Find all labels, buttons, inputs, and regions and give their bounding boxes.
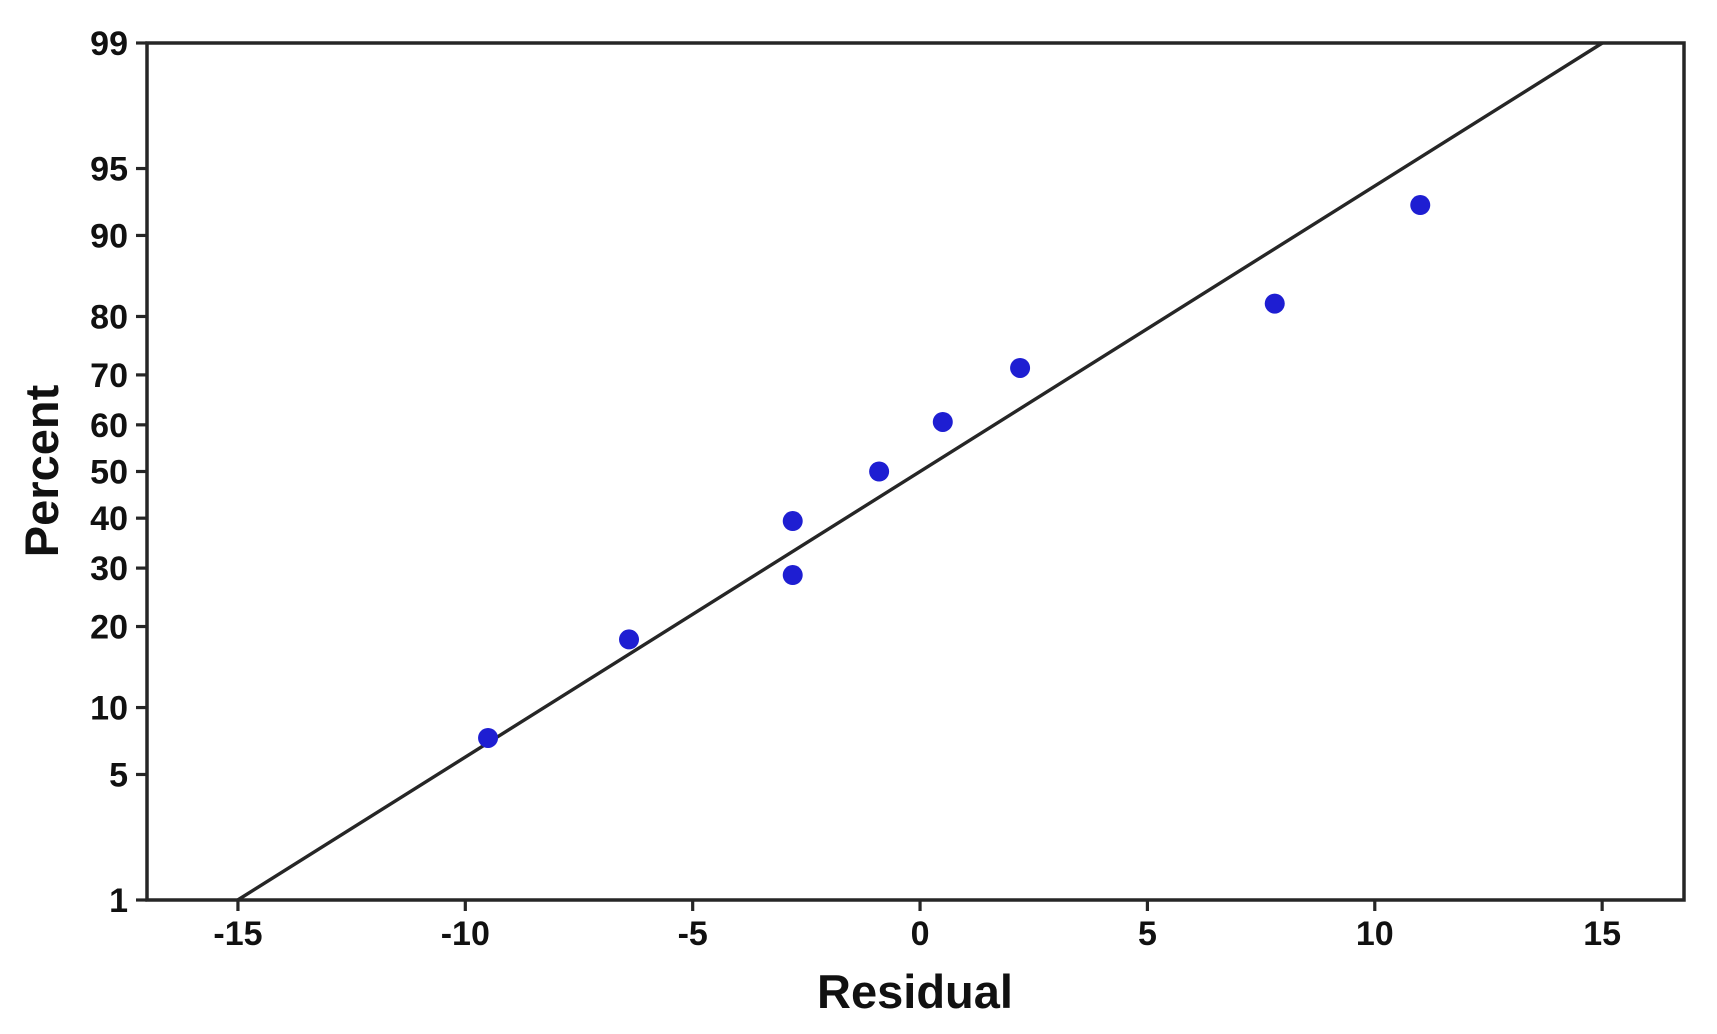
data-point — [869, 461, 890, 482]
y-axis-title: Percent — [15, 384, 68, 557]
x-tick-label: -5 — [678, 915, 708, 953]
y-tick-label: 90 — [90, 217, 128, 255]
data-point — [478, 727, 499, 748]
data-point — [1010, 357, 1031, 378]
x-axis-title: Residual — [817, 965, 1013, 1018]
y-tick-label: 50 — [90, 454, 128, 492]
y-tick-label: 10 — [90, 690, 128, 728]
y-tick-label: 70 — [90, 357, 128, 395]
y-tick-label: 20 — [90, 609, 128, 647]
fit-line — [236, 41, 1604, 902]
y-tick-label: 5 — [109, 756, 128, 794]
data-point — [1264, 293, 1285, 314]
plot-border — [145, 41, 1686, 902]
y-tick-label: 30 — [90, 550, 128, 588]
y-tick-label: 80 — [90, 298, 128, 336]
x-tick-label: 0 — [911, 915, 930, 953]
data-point — [782, 565, 803, 586]
data-point — [932, 411, 953, 432]
x-tick-label: 10 — [1356, 915, 1394, 953]
x-tick-label: 5 — [1138, 915, 1157, 953]
x-tick-label: 15 — [1583, 915, 1621, 953]
x-tick-label: -10 — [441, 915, 490, 953]
y-tick-label: 1 — [109, 882, 128, 920]
y-tick-label: 60 — [90, 407, 128, 445]
y-tick-label: 95 — [90, 151, 128, 189]
data-point — [1410, 195, 1431, 216]
y-tick-label: 99 — [90, 25, 128, 63]
data-point — [782, 511, 803, 532]
y-tick-label: 40 — [90, 500, 128, 538]
data-point — [619, 629, 640, 650]
x-tick-label: -15 — [213, 915, 262, 953]
